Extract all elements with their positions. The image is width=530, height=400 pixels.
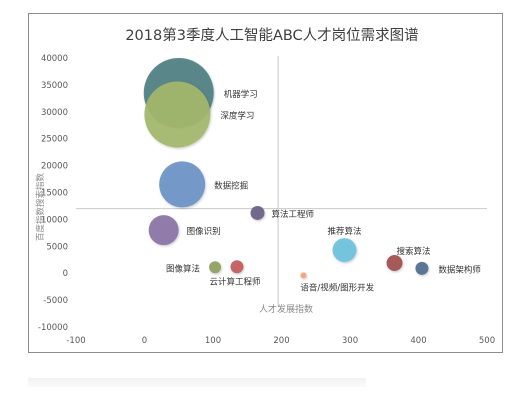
y-tick-label: -5000 (43, 296, 68, 306)
bubble (230, 260, 244, 274)
bubble (250, 205, 265, 220)
x-tick-label: 200 (273, 336, 289, 346)
chart-frame: 2018第3季度人工智能ABC人才岗位需求图谱 -10000 -5000 0 5000… (28, 13, 503, 353)
y-tick-label: 35000 (41, 81, 68, 91)
bubble-label: 推荐算法 (328, 226, 362, 237)
quadrant-lines (76, 56, 487, 306)
bubble (209, 261, 222, 274)
bubble (148, 215, 179, 246)
y-tick-label: 30000 (41, 108, 68, 118)
x-tick-label: -100 (66, 336, 85, 346)
chart-title: 2018第3季度人工智能ABC人才岗位需求图谱 (125, 26, 418, 44)
y-tick-label: -10000 (38, 323, 68, 333)
footer-strip (28, 378, 366, 387)
bubble (159, 161, 206, 208)
bubble-label: 搜索算法 (397, 246, 431, 257)
bubble-chart: 2018第3季度人工智能ABC人才岗位需求图谱 -10000-500005000… (35, 26, 495, 346)
y-tick-label: 10000 (41, 215, 68, 225)
bubble-label: 数据挖掘 (214, 180, 248, 191)
bubble-label: 图像识别 (187, 226, 221, 237)
y-tick-label: 15000 (41, 189, 68, 199)
bubble-label: 语音/视频/图形开发 (300, 282, 374, 293)
y-tick-label: 5000 (46, 242, 68, 252)
x-tick-label: 100 (205, 336, 221, 346)
bubble (144, 81, 211, 148)
x-tick-label: 300 (342, 336, 358, 346)
y-tick-label: 40000 (41, 54, 68, 64)
bubble (332, 238, 357, 263)
x-tick-label: 500 (479, 336, 495, 346)
bubble (300, 272, 307, 279)
bubble-label: 算法工程师 (272, 209, 315, 220)
y-tick-label: 25000 (41, 135, 68, 145)
y-axis-ticks: -10000 -5000 0 5000 10000 15000 20000 25000 3000… (38, 54, 68, 333)
x-axis-ticks: -100 0 100 200 300 400 500 (66, 336, 495, 346)
bubble-label: 数据架构师 (438, 264, 481, 275)
x-tick-label: 400 (410, 336, 426, 346)
y-axis-label: 百度指数搜索指数 (35, 173, 46, 242)
bubble-label: 图像算法 (166, 263, 200, 274)
y-tick-label: 0 (63, 269, 68, 279)
bubble-label: 机器学习 (224, 89, 258, 100)
y-tick-label: 20000 (41, 162, 68, 172)
x-axis-label: 人才发展指数 (259, 303, 313, 315)
bubble (415, 261, 429, 275)
bubbles (143, 57, 429, 279)
bubble (386, 254, 403, 271)
bubble-label: 深度学习 (220, 110, 254, 121)
x-tick-label: 0 (142, 336, 147, 346)
bubble-label: 云计算工程师 (209, 277, 261, 288)
